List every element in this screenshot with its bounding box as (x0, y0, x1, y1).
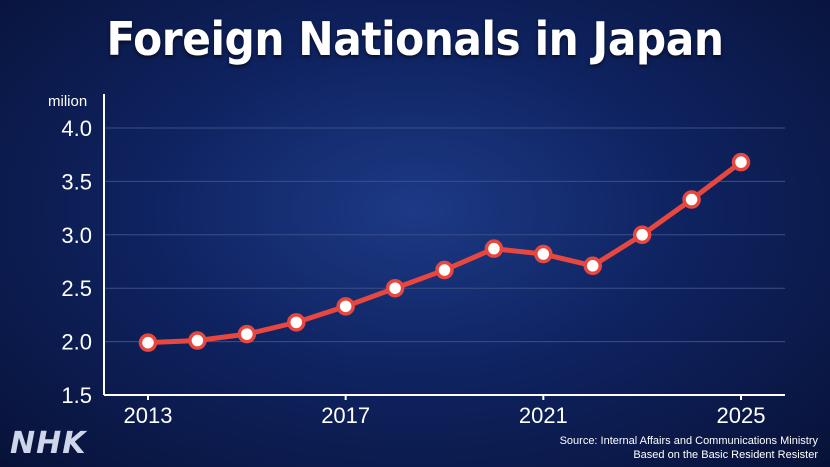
source-line-1: Source: Internal Affairs and Communicati… (559, 435, 818, 447)
gridlines (104, 127, 785, 343)
data-point-2024 (682, 190, 701, 209)
chart-title: Foreign Nationals in Japan (106, 12, 724, 66)
data-point-2022 (583, 256, 602, 276)
y-tick-label: 4.0 (61, 116, 92, 141)
x-tick-label: 2017 (321, 403, 370, 428)
data-point-2020 (484, 239, 504, 258)
data-point-2025 (731, 152, 751, 172)
y-tick-labels: 1.5 2.0 2.5 3.0 3.5 4.0 (61, 116, 92, 408)
data-point-2015 (237, 324, 257, 344)
data-point-2014 (188, 331, 207, 350)
data-points (138, 152, 751, 352)
data-point-2017 (336, 297, 355, 316)
x-tick-label: 2021 (519, 403, 568, 428)
axes (103, 94, 785, 400)
x-tick-labels: 2013 2017 2021 2025 (124, 403, 766, 428)
y-tick-label: 3.0 (61, 223, 92, 248)
data-point-2019 (435, 260, 454, 280)
data-point-2018 (385, 278, 405, 298)
x-tick-label: 2025 (717, 403, 766, 428)
data-point-2016 (287, 313, 306, 332)
y-tick-label: 2.0 (61, 330, 92, 355)
data-point-2021 (534, 244, 553, 264)
data-point-2023 (632, 225, 652, 245)
series-line-layer (145, 159, 744, 346)
nhk-logo: NHK (10, 426, 87, 461)
source-line-2: Based on the Basic Resident Resister (633, 449, 818, 461)
y-tick-label: 1.5 (61, 383, 92, 408)
series-line (145, 159, 744, 346)
y-tick-label: 2.5 (61, 276, 92, 301)
source-note: Source: Internal Affairs and Communicati… (560, 434, 818, 462)
x-tick-label: 2013 (124, 403, 173, 428)
y-tick-label: 3.5 (61, 169, 92, 194)
y-axis-unit-label: milion (48, 93, 87, 110)
data-point-2013 (138, 333, 158, 352)
